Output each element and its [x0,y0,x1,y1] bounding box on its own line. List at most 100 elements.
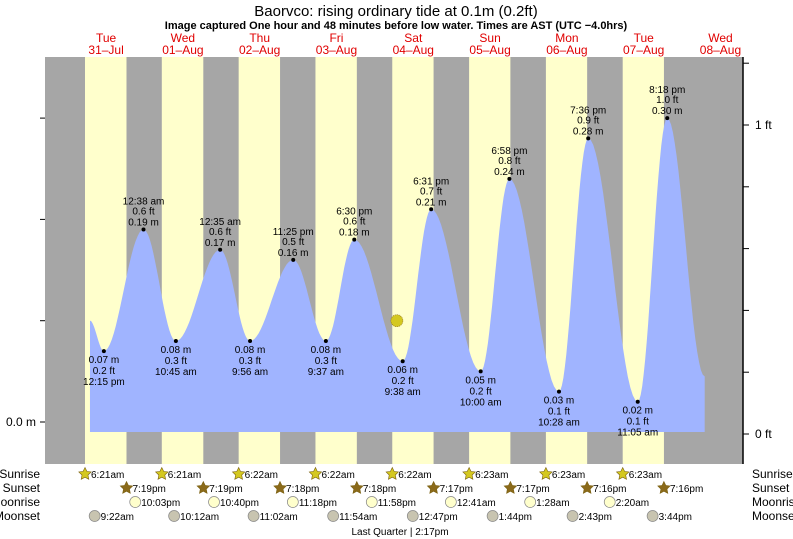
moonrise-time: 10:03pm [141,498,180,509]
day-labels: Tue31–JulWed01–AugThu02–AugFri03–AugSat0… [88,31,741,57]
high-tide-point [352,237,357,242]
tide-height-m: 0.18 m [339,228,370,239]
sunrise-time: 6:21am [168,470,201,481]
low-tide-point [635,399,640,404]
tide-height-m: 0.08 m [161,345,192,356]
sunrise-star-icon [308,466,323,480]
sunset-star-icon [657,480,671,494]
day-date: 05–Aug [469,43,510,57]
moonrise-time: 10:40pm [220,498,259,509]
moonrise-time: 1:28am [536,498,569,509]
tide-height-ft: 0.6 ft [343,217,365,228]
tide-time: 12:38 am [123,197,165,208]
sunset-time: 7:17pm [440,484,473,495]
tide-height-m: 0.21 m [416,197,447,208]
left-axis-label: 0.0 m [6,415,36,429]
tide-time: 10:00 am [460,397,502,408]
current-tide-marker [390,314,404,328]
tide-height-m: 0.05 m [465,375,496,386]
day-date: 03–Aug [316,43,357,57]
day-name: Tue [96,31,117,45]
moonset-time: 10:12am [180,512,219,523]
tide-height-ft: 0.3 ft [315,356,337,367]
sunset-star-icon [273,480,287,494]
right-axis-label: 0 ft [755,427,772,441]
moonrise-row-label: Moonrise [0,495,40,509]
day-name: Wed [708,31,732,45]
sunset-time: 7:18pm [363,484,396,495]
tide-time: 11:05 am [617,428,658,439]
tide-height-m: 0.08 m [311,345,342,356]
tide-height-ft: 0.3 ft [239,356,261,367]
day-date: 01–Aug [162,43,203,57]
moonset-moon-icon [646,510,659,522]
low-tide-point [101,349,106,354]
high-tide-point [291,257,296,262]
sunrise-time: 6:22am [398,470,431,481]
tide-height-m: 0.03 m [544,396,575,407]
moonrise-time: 11:58pm [378,498,416,509]
sunrise-time: 6:22am [245,470,278,481]
day-date: 02–Aug [239,43,280,57]
moonrise-moon-icon [365,496,378,508]
sunset-time: 7:19pm [133,484,166,495]
sunrise-row-label-right: Sunrise [752,467,793,481]
tide-time: 6:58 pm [491,146,527,157]
sunset-time: 7:16pm [670,484,703,495]
tide-height-ft: 1.0 ft [656,95,678,106]
low-tide-point [556,389,561,394]
day-name: Sat [404,31,423,45]
sunset-star-icon [350,480,364,494]
tide-height-ft: 0.1 ft [548,407,570,418]
moonset-moon-icon [168,510,180,522]
moonrise-moon-icon [129,496,142,508]
tide-height-m: 0.17 m [205,238,236,249]
day-name: Sun [479,31,500,45]
moonrise-moon-icon [603,496,616,508]
moonset-time: 2:43pm [579,512,612,523]
sunrise-time: 6:23am [552,470,585,481]
day-date: 06–Aug [546,43,587,57]
sunset-row-label-right: Sunset [752,481,790,495]
moonrise-row-label-right: Moonrise [752,495,793,509]
sunset-time: 7:16pm [593,484,626,495]
sunset-row-label: Sunset [3,481,41,495]
tide-height-ft: 0.6 ft [132,207,154,218]
sunrise-star-icon [539,466,553,480]
tide-height-ft: 0.5 ft [282,237,304,248]
sunrise-star-icon [154,466,169,480]
chart-subtitle: Image captured One hour and 48 minutes b… [165,20,628,32]
high-tide-point [218,247,223,252]
sunset-star-icon [426,480,441,494]
moonset-time: 1:44pm [499,512,532,523]
moonset-row-label-right: Moonset [752,509,793,523]
moonset-row-label: Moonset [0,509,41,523]
tide-height-ft: 0.1 ft [627,417,649,428]
sunrise-star-icon [385,466,400,480]
sunset-star-icon [196,480,211,494]
sunrise-star-icon [231,466,246,480]
chart-title: Baorvco: rising ordinary tide at 0.1m (0… [254,3,537,20]
tide-height-ft: 0.8 ft [498,156,520,167]
day-date: 04–Aug [393,43,434,57]
tide-height-ft: 0.6 ft [209,227,231,238]
tide-height-m: 0.07 m [89,355,120,366]
day-name: Tue [634,31,655,45]
high-tide-point [586,136,591,141]
moonset-moon-icon [406,510,419,522]
sunrise-time: 6:22am [321,470,354,481]
moonset-moon-icon [327,510,340,522]
tide-time: 9:56 am [232,367,268,378]
tide-height-ft: 0.3 ft [165,356,187,367]
tide-height-ft: 0.2 ft [470,386,492,397]
tide-height-ft: 0.9 ft [577,115,599,126]
tide-time: 9:38 am [385,387,421,398]
moonset-time: 12:47pm [419,512,458,523]
sunrise-time: 6:23am [629,470,662,481]
moonrise-moon-icon [286,496,299,508]
tide-height-m: 0.24 m [494,167,525,178]
sunrise-star-icon [462,466,476,480]
tide-area [89,118,705,432]
sunset-star-icon [580,480,594,494]
